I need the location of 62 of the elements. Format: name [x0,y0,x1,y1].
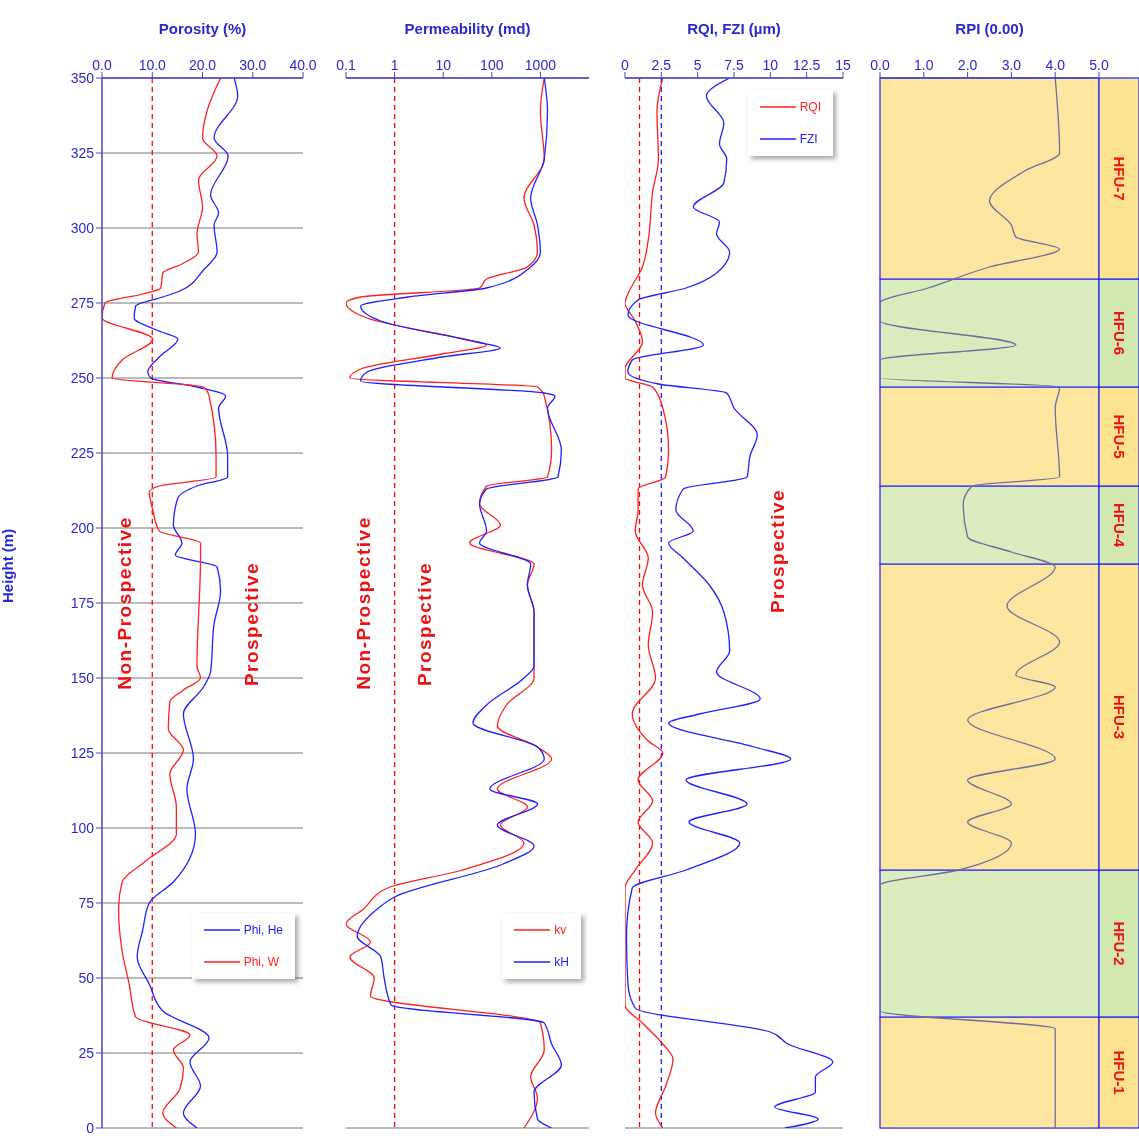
x-tick-label: 1 [390,57,399,73]
x-tick-label: 1.0 [914,57,934,73]
x-tick-label: 2.5 [651,57,672,73]
x-tick-label: 0 [621,57,630,73]
y-tick-label: 300 [70,219,95,236]
legend-label: Phi, W [243,955,279,969]
x-tick-label: 5.0 [1089,57,1109,73]
x-tick-label: 7.5 [724,57,744,73]
x-tick-label: 40.0 [289,57,317,73]
legend-label: kv [554,923,567,937]
x-tick-label: 100 [480,57,504,73]
y-tick-label: 50 [78,969,95,986]
y-tick-label: 0 [86,1119,95,1136]
x-tick-label: 15 [835,57,851,73]
x-tick-label: 0.1 [336,57,356,73]
x-axis-title: Porosity (%) [158,19,247,37]
legend-label: Phi, He [243,923,283,937]
x-tick-label: 4.0 [1045,57,1066,73]
band-label: HFU-2 [1110,921,1128,966]
x-tick-label: 0.0 [870,57,890,73]
annotation: Prospective [413,561,436,687]
annotation: Non-Prospective [353,516,376,690]
y-tick-label: 325 [70,144,95,161]
y-tick-label: 175 [70,594,95,611]
line-series [133,78,239,1128]
x-tick-label: 10.0 [138,57,167,73]
legend-label: FZI [799,132,818,146]
band-label: HFU-1 [1110,1050,1128,1095]
y-axis-title: Height (m) [0,528,17,603]
y-tick-label: 25 [78,1044,95,1061]
x-tick-label: 1000 [524,57,557,73]
band-label: HFU-6 [1110,310,1128,356]
x-tick-label: 10 [762,57,779,73]
x-axis-title: RQI, FZI (µm) [687,19,781,37]
legend-label: RQI [799,100,821,114]
y-tick-label: 75 [78,894,95,911]
y-tick-label: 275 [70,294,95,311]
x-tick-label: 20.0 [188,57,217,73]
x-tick-label: 2.0 [957,57,978,73]
band-label: HFU-5 [1110,414,1128,459]
band-label: HFU-7 [1110,156,1128,201]
band-label: HFU-4 [1110,502,1128,548]
x-tick-label: 5 [693,57,702,73]
annotation: Prospective [766,488,789,613]
y-tick-label: 125 [70,744,95,761]
x-tick-label: 3.0 [1001,57,1022,73]
y-tick-label: 200 [70,519,95,536]
x-tick-label: 12.5 [793,57,821,73]
y-tick-label: 250 [70,369,95,386]
x-axis-title: RPI (0.00) [955,19,1024,37]
x-tick-label: 30.0 [239,57,267,73]
x-tick-label: 10 [435,57,452,73]
y-tick-label: 225 [70,444,95,461]
annotation: Prospective [240,561,263,687]
band-label: HFU-3 [1110,694,1128,740]
legend-label: kH [554,955,569,969]
y-tick-label: 100 [70,819,95,836]
x-tick-label: 0.0 [92,57,112,73]
y-tick-label: 150 [70,669,95,686]
y-tick-label: 350 [70,69,95,86]
x-axis-title: Permeability (md) [404,19,531,37]
annotation: Non-Prospective [114,516,137,690]
